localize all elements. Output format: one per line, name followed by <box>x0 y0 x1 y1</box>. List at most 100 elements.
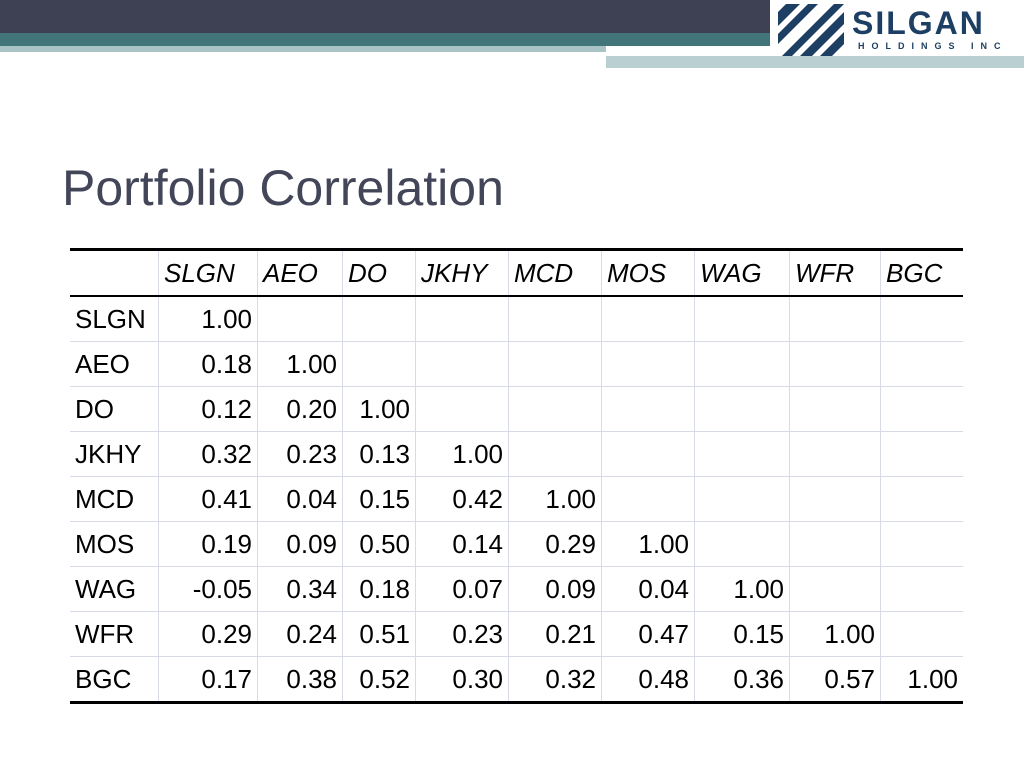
table-cell <box>789 566 881 612</box>
table-cell <box>789 431 881 477</box>
table-row: BGC 0.17 0.38 0.52 0.30 0.32 0.48 0.36 0.57 1.00 <box>70 656 963 703</box>
table-cell: 0.19 <box>158 521 258 567</box>
table-cell: 0.09 <box>257 521 343 567</box>
column-header: AEO <box>257 249 343 297</box>
row-label: WAG <box>70 566 159 612</box>
table-cell: 1.00 <box>694 566 790 612</box>
table-cell: 0.30 <box>415 656 509 703</box>
table-cell <box>601 341 695 387</box>
table-cell: 0.15 <box>342 476 416 522</box>
column-header: MCD <box>508 249 602 297</box>
table-cell: 0.57 <box>789 656 881 703</box>
table-cell <box>601 476 695 522</box>
table-cell: 0.52 <box>342 656 416 703</box>
table-cell: 0.14 <box>415 521 509 567</box>
table-cell: 1.00 <box>508 476 602 522</box>
header-band-dark <box>0 0 770 33</box>
table-cell <box>508 431 602 477</box>
table-cell: 0.47 <box>601 611 695 657</box>
column-header: WAG <box>694 249 790 297</box>
table-cell <box>415 341 509 387</box>
table-row: MOS 0.19 0.09 0.50 0.14 0.29 1.00 <box>70 521 963 567</box>
table-cell <box>342 341 416 387</box>
table-cell <box>508 386 602 432</box>
table-cell: 0.51 <box>342 611 416 657</box>
correlation-table: SLGN AEO DO JKHY MCD MOS WAG WFR BGC SLG… <box>70 248 963 704</box>
table-cell <box>601 295 695 342</box>
table-cell: 0.48 <box>601 656 695 703</box>
row-label: MCD <box>70 476 159 522</box>
table-cell <box>789 295 881 342</box>
table-cell: 0.29 <box>508 521 602 567</box>
header-band-light <box>0 46 606 52</box>
table-cell <box>694 386 790 432</box>
silgan-logo-mark-icon <box>778 4 844 56</box>
table-cell <box>880 521 963 567</box>
row-label: AEO <box>70 341 159 387</box>
column-header: WFR <box>789 249 881 297</box>
table-cell: 0.36 <box>694 656 790 703</box>
table-cell: 1.00 <box>158 295 258 342</box>
header-band-right-light <box>606 56 1024 68</box>
table-cell <box>880 476 963 522</box>
table-cell: 0.32 <box>158 431 258 477</box>
table-cell: 0.38 <box>257 656 343 703</box>
table-cell <box>601 386 695 432</box>
column-header: DO <box>342 249 416 297</box>
table-header-row: SLGN AEO DO JKHY MCD MOS WAG WFR BGC <box>70 249 963 297</box>
table-cell: 1.00 <box>415 431 509 477</box>
table-row: JKHY 0.32 0.23 0.13 1.00 <box>70 431 963 477</box>
table-cell: 0.12 <box>158 386 258 432</box>
table-cell: 0.04 <box>601 566 695 612</box>
table-cell: 0.23 <box>415 611 509 657</box>
table-cell: 0.18 <box>342 566 416 612</box>
table-cell: 0.34 <box>257 566 343 612</box>
page-title: Portfolio Correlation <box>62 160 504 216</box>
row-label: WFR <box>70 611 159 657</box>
table-cell: 0.42 <box>415 476 509 522</box>
logo-name: SILGAN <box>852 5 985 41</box>
table-cell <box>415 386 509 432</box>
table-cell <box>880 431 963 477</box>
table-cell <box>789 341 881 387</box>
logo-subtitle: HOLDINGS INC <box>858 41 1008 51</box>
table-cell: 0.20 <box>257 386 343 432</box>
table-cell: 0.07 <box>415 566 509 612</box>
row-label: SLGN <box>70 295 159 342</box>
table-cell <box>694 431 790 477</box>
table-row: AEO 0.18 1.00 <box>70 341 963 387</box>
table-cell: 0.41 <box>158 476 258 522</box>
table-cell: -0.05 <box>158 566 258 612</box>
row-label: BGC <box>70 656 159 703</box>
table-body: SLGN 1.00 AEO 0.18 1.00 DO 0.12 0.20 1.00 JKHY 0.3… <box>70 295 963 703</box>
table-cell: 0.17 <box>158 656 258 703</box>
table-cell <box>789 476 881 522</box>
table-cell: 0.23 <box>257 431 343 477</box>
table-cell: 0.32 <box>508 656 602 703</box>
table-cell: 1.00 <box>257 341 343 387</box>
table-cell <box>508 295 602 342</box>
table-row: DO 0.12 0.20 1.00 <box>70 386 963 432</box>
table-row: WAG -0.05 0.34 0.18 0.07 0.09 0.04 1.00 <box>70 566 963 612</box>
table-cell: 0.21 <box>508 611 602 657</box>
table-cell <box>880 386 963 432</box>
table-cell: 1.00 <box>789 611 881 657</box>
table-row: WFR 0.29 0.24 0.51 0.23 0.21 0.47 0.15 1.00 <box>70 611 963 657</box>
table-cell: 0.04 <box>257 476 343 522</box>
table-cell <box>257 295 343 342</box>
table-cell: 0.18 <box>158 341 258 387</box>
table-cell: 0.24 <box>257 611 343 657</box>
table-cell <box>694 476 790 522</box>
header-band-teal <box>0 33 770 46</box>
table-cell <box>880 295 963 342</box>
table-cell <box>508 341 602 387</box>
row-label: DO <box>70 386 159 432</box>
table-cell <box>789 386 881 432</box>
column-header: SLGN <box>158 249 258 297</box>
row-label: MOS <box>70 521 159 567</box>
column-header: JKHY <box>415 249 509 297</box>
table-cell: 1.00 <box>601 521 695 567</box>
table-cell: 0.15 <box>694 611 790 657</box>
table-cell <box>601 431 695 477</box>
